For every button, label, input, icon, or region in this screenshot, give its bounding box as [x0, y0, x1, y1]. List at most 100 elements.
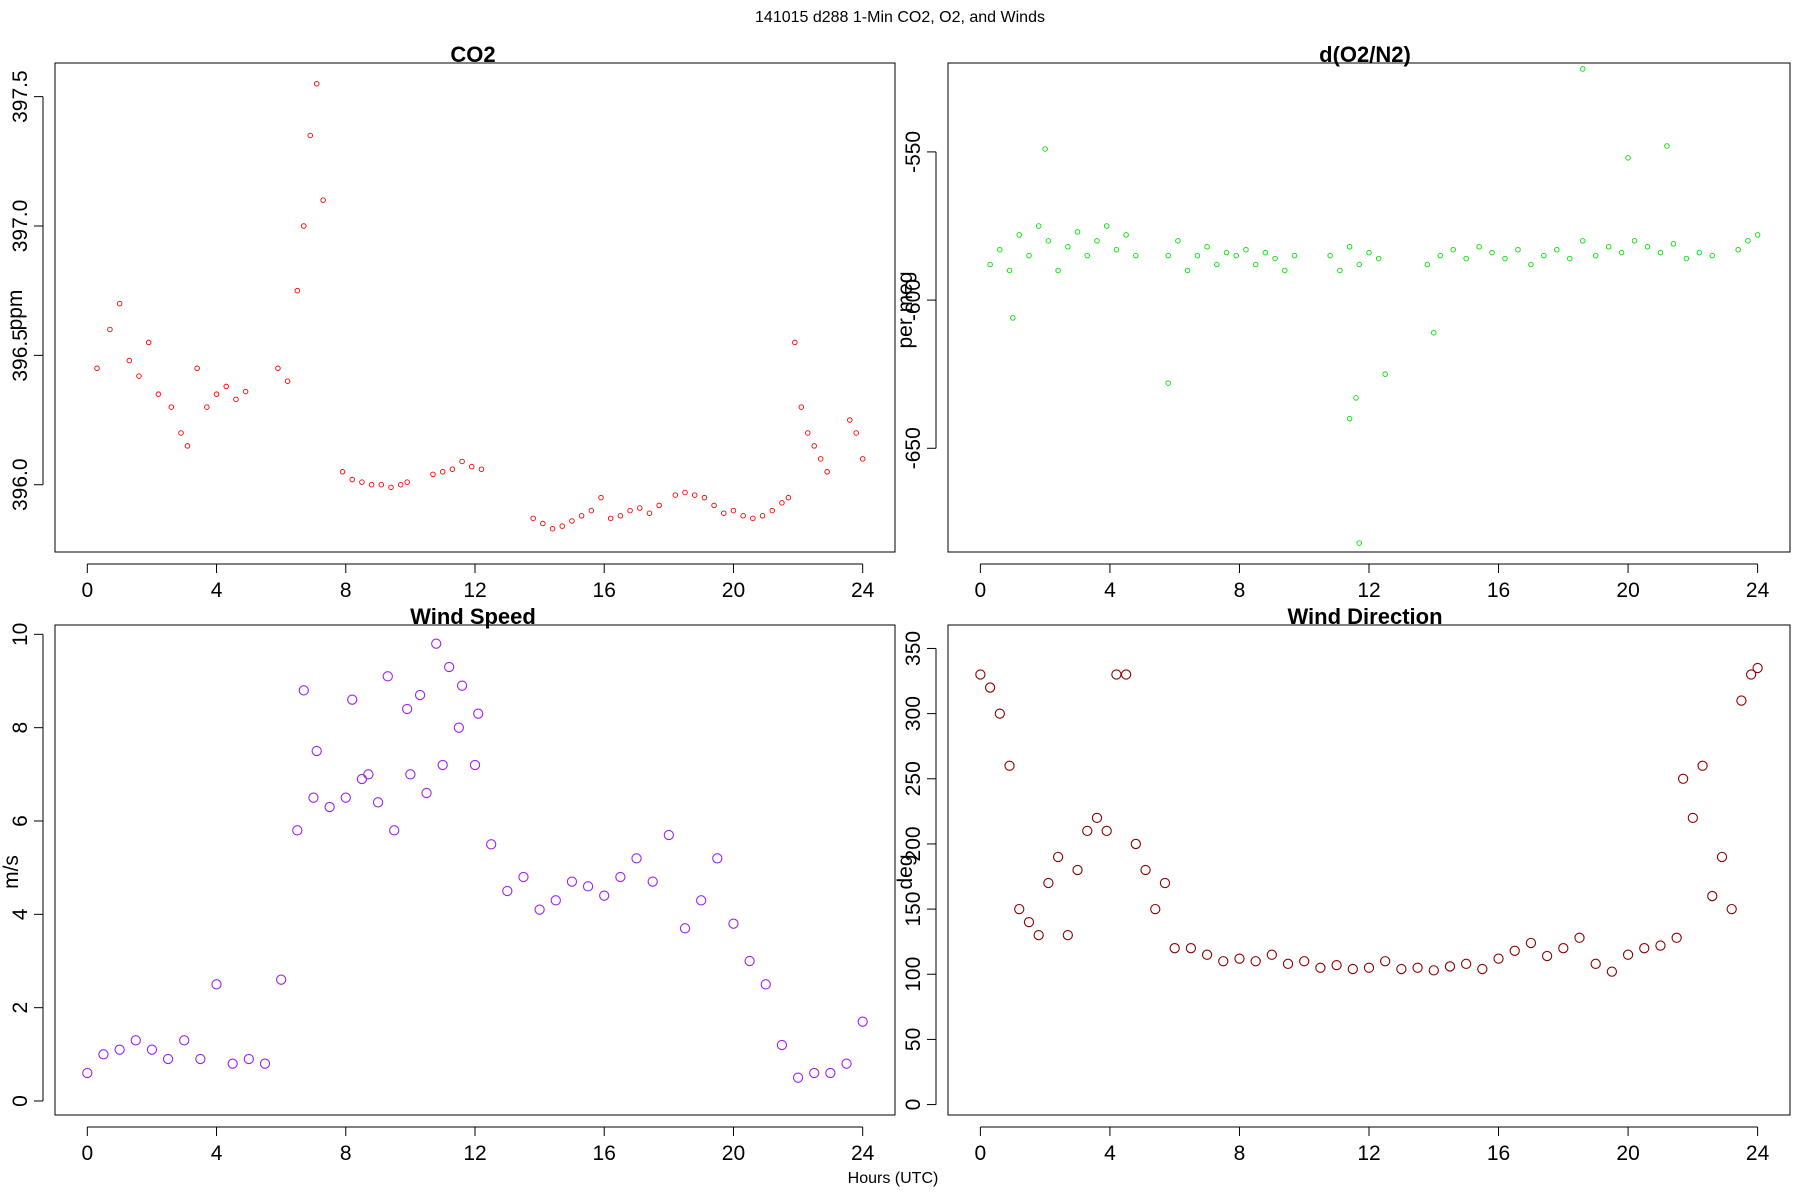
data-point — [301, 223, 307, 229]
data-point — [1159, 877, 1171, 889]
data-point — [136, 373, 142, 379]
x-tick-label: 0 — [975, 579, 987, 602]
data-point — [184, 443, 191, 449]
data-point — [114, 1044, 125, 1055]
data-point — [1113, 246, 1120, 253]
data-point — [631, 853, 642, 864]
data-point — [1356, 261, 1363, 268]
data-point — [672, 492, 679, 498]
x-tick-label: 12 — [1357, 579, 1380, 602]
data-point — [298, 685, 309, 696]
y-tick-label: 8 — [9, 722, 32, 734]
y-tick-label: 397.5 — [9, 70, 32, 123]
data-point — [363, 769, 374, 780]
data-points — [987, 66, 1761, 546]
y-tick-label: -650 — [902, 427, 925, 469]
data-point — [1282, 958, 1294, 969]
data-point — [792, 1072, 804, 1083]
x-tick-label: 24 — [851, 1142, 875, 1165]
data-point — [469, 463, 475, 470]
data-point — [853, 430, 859, 436]
data-point — [792, 339, 798, 346]
data-point — [615, 871, 626, 883]
data-point — [984, 682, 996, 693]
y-axis-label: deg — [894, 854, 917, 889]
x-tick-label: 12 — [463, 579, 486, 602]
data-point — [1120, 669, 1132, 680]
data-point — [1234, 953, 1245, 964]
data-point — [1567, 255, 1573, 262]
data-point — [1709, 252, 1716, 259]
data-point — [449, 466, 456, 472]
data-point — [550, 895, 561, 906]
data-point — [414, 689, 426, 701]
data-point — [1262, 249, 1269, 256]
data-point — [1023, 916, 1035, 928]
data-point — [1233, 252, 1239, 259]
data-point — [1272, 255, 1278, 262]
data-point — [1382, 371, 1388, 377]
data-point — [617, 513, 624, 519]
data-point — [647, 876, 658, 887]
x-tick-label: 8 — [1234, 579, 1246, 602]
data-point — [811, 443, 817, 449]
data-point — [663, 829, 674, 841]
y-tick-label: 150 — [902, 892, 925, 927]
data-point — [1185, 943, 1197, 954]
data-point — [1696, 249, 1703, 256]
data-point — [691, 492, 698, 498]
data-point — [1579, 66, 1586, 72]
data-point — [107, 326, 113, 333]
data-point — [728, 918, 739, 929]
data-point — [1431, 329, 1437, 336]
data-point — [211, 979, 222, 990]
data-point — [243, 1053, 254, 1065]
data-point — [530, 515, 536, 522]
data-point — [404, 479, 410, 485]
data-point — [439, 469, 446, 475]
data-point — [1006, 267, 1013, 274]
data-point — [1042, 146, 1048, 152]
x-tick-label: 4 — [1104, 579, 1116, 602]
data-point — [1670, 241, 1677, 247]
data-point — [1515, 246, 1521, 253]
y-axis-label: per meg — [894, 271, 917, 348]
x-tick-label: 16 — [1487, 579, 1510, 602]
data-point — [1214, 261, 1220, 268]
data-point — [1353, 395, 1359, 401]
data-point — [168, 404, 175, 410]
data-point — [1618, 249, 1625, 256]
data-point — [1026, 252, 1032, 259]
data-point — [1103, 223, 1110, 229]
data-point — [1010, 315, 1016, 321]
data-point — [146, 1044, 158, 1055]
data-point — [518, 871, 529, 883]
data-point — [1123, 232, 1129, 238]
data-point — [1677, 773, 1689, 784]
data-point — [1463, 255, 1469, 262]
data-point — [1201, 949, 1213, 960]
x-tick-label: 20 — [722, 1142, 745, 1165]
data-point — [534, 904, 545, 915]
y-axis-label: ppm — [4, 290, 27, 331]
data-point — [1175, 238, 1181, 244]
x-tick-label: 20 — [1616, 1142, 1639, 1165]
data-point — [242, 388, 249, 395]
data-point — [1554, 246, 1560, 253]
data-point — [824, 469, 830, 475]
data-point — [259, 1058, 271, 1069]
data-point — [1592, 252, 1599, 259]
data-point — [388, 484, 394, 491]
data-point — [607, 515, 614, 522]
data-point — [1528, 261, 1534, 268]
data-point — [1062, 930, 1073, 941]
data-points — [94, 80, 866, 532]
data-point — [402, 703, 413, 715]
data-point — [486, 839, 497, 850]
plot-frame — [54, 624, 896, 1116]
data-point — [1541, 950, 1553, 962]
data-point — [368, 481, 375, 488]
data-point — [1437, 252, 1443, 259]
y-tick-label: 396.5 — [9, 329, 32, 382]
